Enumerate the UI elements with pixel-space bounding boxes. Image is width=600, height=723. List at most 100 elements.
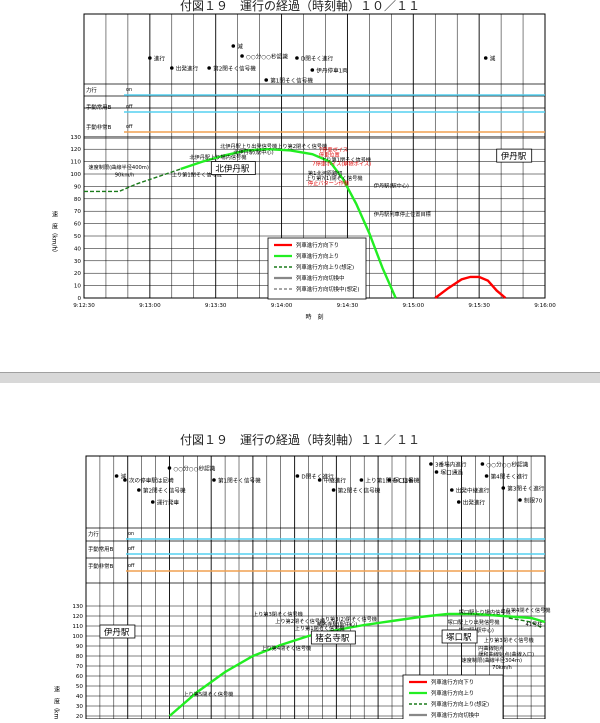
lamp-state: off (128, 563, 135, 569)
speed-tick-label: 80 (74, 197, 82, 203)
event-label: 塚口3番 (393, 477, 414, 485)
annotation-label: 猪名寺駅(駅中心) (317, 620, 357, 628)
event-dot (483, 56, 488, 60)
station-box (441, 629, 478, 644)
lamp-state: off (126, 104, 133, 110)
station-box (310, 630, 356, 645)
event-label: ○○分○○秒認識 (246, 53, 288, 61)
annotation-label: 塚口駅上り出発信号機 (448, 618, 500, 626)
annotation-label: 7停車ボイス(解除ボイス) (312, 159, 371, 167)
time-tick-label: 9:13:00 (139, 303, 161, 309)
speed-tick-label: 70 (76, 664, 84, 670)
x-axis-label: 時 刻 (305, 313, 323, 321)
annotation-label: 7停車ボイス (319, 146, 348, 154)
event-label: ○○分○○秒認識 (486, 461, 528, 469)
series-line (84, 168, 181, 193)
y-axis-label: 速 度（km/h） (51, 211, 58, 256)
speed-tick-label: 30 (76, 704, 84, 710)
speed-tick-label: 130 (72, 604, 83, 610)
event-label: 上り第1閉そく信号機 (365, 477, 419, 485)
annotation-label: 上り第2閉そく信号機 (275, 617, 325, 625)
legend-label: 列車進行方向上り(想定) (296, 263, 354, 271)
event-label: 第1閉そく信号機 (270, 77, 313, 85)
event-label: ○○分○○秒認識 (173, 465, 215, 473)
annotation-label: 速度制限(曲線半径400m) (88, 163, 149, 171)
annotation-label: 上り第1閉そく信号機 (172, 170, 222, 178)
annotation-label: 上り第1閉そく信号機 (321, 156, 371, 164)
event-label: 中継進行 (324, 477, 347, 485)
station-box (210, 161, 256, 175)
speed-tick-label: 60 (76, 674, 84, 680)
lamp-state: on (128, 531, 134, 537)
event-label: 塚口通過 (441, 469, 464, 477)
legend-label: 列車進行方向上り(想定) (431, 700, 489, 708)
speed-tick-label: 120 (72, 614, 83, 620)
event-label: 第2閉そく信号機 (213, 65, 256, 73)
lamp-name: 力行 (86, 86, 97, 94)
event-label: 減 (121, 473, 127, 481)
speed-tick-label: 10 (74, 284, 82, 290)
annotation-label: 速度制限(曲線半径304m) (462, 656, 523, 664)
legend-label: 列車進行方向切換中 (296, 274, 345, 282)
event-label: 第4閉そく進行 (491, 473, 529, 481)
series-line (168, 612, 546, 717)
speed-tick-label: 90 (74, 184, 82, 190)
legend-label: 列車進行方向下り (431, 678, 474, 686)
station-label: 伊丹駅 (501, 151, 527, 162)
event-label: 第2閉そく信号機 (143, 487, 186, 495)
speed-tick-label: 50 (76, 684, 84, 690)
annotation-label: 塚口駅上り場内信号機 (459, 608, 511, 616)
event-label: 伊丹停車1両 (316, 67, 348, 75)
speed-tick-label: 20 (76, 714, 84, 719)
event-dot (484, 474, 489, 478)
annotation-label: 第1北河原踏切 (308, 169, 342, 177)
speed-tick-label: 20 (74, 271, 82, 277)
annotation-label: 上り第4閉そく信号機 (500, 606, 550, 614)
time-tick-label: 9:14:30 (337, 303, 359, 309)
station-label: 伊丹駅 (104, 627, 130, 638)
station-label: 塚口駅 (446, 633, 472, 643)
annotation-label: 北伊丹駅(駅中心) (233, 148, 273, 156)
speed-tick-label: 60 (74, 222, 82, 228)
lamp-state: off (126, 124, 133, 130)
annotation-label: 上り第?(1)閉そく信号機 (306, 174, 363, 182)
event-dot (450, 488, 454, 492)
annotation-label: 上り第2閉そく信号機 (277, 142, 327, 150)
lamp-name: 手動非常B (88, 562, 114, 570)
speed-tick-label: 130 (70, 135, 81, 141)
event-label: 出発進行 (463, 499, 486, 507)
speed-tick-label: 100 (72, 634, 83, 640)
annotation-label: 上り第5閉そく信号機 (183, 690, 233, 698)
event-label: 出発進行 (176, 65, 199, 73)
station-label: 北伊丹駅 (215, 164, 250, 175)
event-dot (480, 462, 485, 466)
speed-tick-label: 40 (76, 694, 84, 700)
event-dot (518, 498, 522, 502)
figure-title: 付図１９ 運行の経過（時刻軸）１０／１１ (179, 0, 420, 13)
event-dot (114, 474, 119, 478)
lamp-name: 力行 (88, 530, 99, 538)
station-label: 猪名寺駅 (315, 633, 350, 644)
event-dot (387, 478, 392, 482)
event-dot (148, 56, 152, 60)
event-dot (429, 462, 433, 466)
speed-tick-label: 0 (77, 296, 81, 302)
time-tick-label: 9:15:30 (468, 303, 490, 309)
annotation-label: 上り第3閉そく信号機 (253, 610, 303, 618)
speed-tick-label: 110 (70, 160, 81, 166)
legend-label: 列車進行方向切換中(想定) (296, 285, 360, 293)
event-dot (310, 68, 315, 72)
event-dot (167, 466, 172, 470)
lamp-state: off (128, 546, 135, 552)
event-dot (137, 488, 141, 492)
event-dot (123, 478, 127, 482)
event-label: 出発中継進行 (456, 487, 490, 495)
lamp-name: 手動非常B (86, 123, 112, 131)
event-dot (207, 66, 211, 70)
event-dot (359, 478, 364, 482)
annotation-label: 上り第4閉そく信号機 (261, 644, 311, 652)
time-tick-label: 9:14:00 (271, 303, 293, 309)
annotation-label: 緩和曲線始点(曲線入口) (478, 650, 534, 658)
